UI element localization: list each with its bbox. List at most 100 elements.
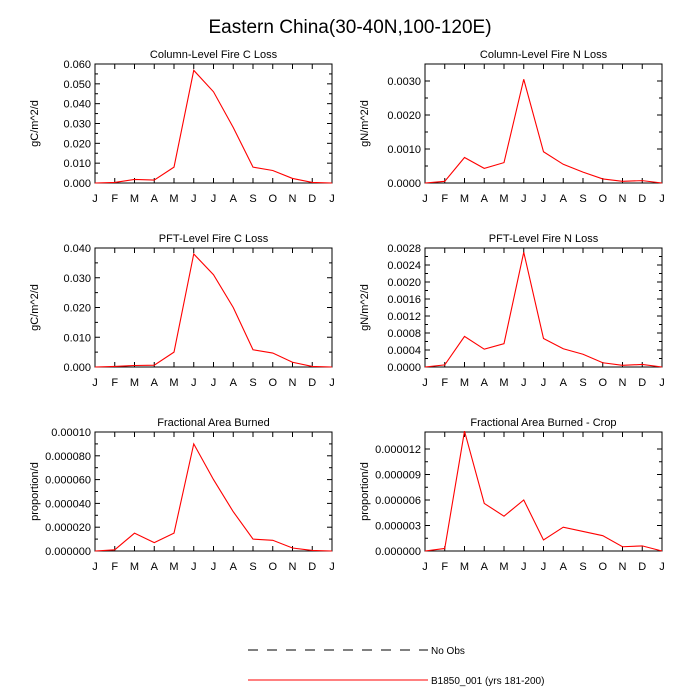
x-tick-label: O bbox=[268, 377, 277, 389]
x-tick-label: A bbox=[560, 193, 568, 205]
x-tick-label: S bbox=[579, 561, 586, 573]
x-tick-label: O bbox=[268, 561, 277, 573]
y-tick-label: 0.0012 bbox=[387, 311, 421, 323]
legend-label-model: B1850_001 (yrs 181-200) bbox=[431, 676, 544, 687]
x-tick-label: F bbox=[441, 561, 448, 573]
x-tick-label: F bbox=[111, 193, 118, 205]
x-tick-label: J bbox=[329, 193, 335, 205]
x-tick-label: D bbox=[638, 561, 646, 573]
y-tick-label: 0.010 bbox=[63, 158, 91, 170]
y-tick-label: 0.000012 bbox=[375, 444, 421, 456]
y-tick-label: 0.030 bbox=[63, 119, 91, 131]
y-tick-label: 0.0020 bbox=[387, 277, 421, 289]
y-tick-label: 0.00010 bbox=[51, 427, 91, 439]
x-tick-label: N bbox=[619, 193, 627, 205]
y-tick-label: 0.0020 bbox=[387, 110, 421, 122]
y-tick-label: 0.040 bbox=[63, 243, 91, 255]
x-tick-label: O bbox=[598, 561, 607, 573]
x-tick-label: A bbox=[230, 193, 238, 205]
series-line bbox=[424, 252, 663, 368]
x-tick-label: D bbox=[638, 193, 646, 205]
y-tick-label: 0.0024 bbox=[387, 260, 421, 272]
x-tick-label: M bbox=[169, 193, 178, 205]
y-tick-label: 0.000 bbox=[63, 362, 91, 374]
plot-frame bbox=[424, 247, 663, 368]
x-tick-label: D bbox=[308, 561, 316, 573]
x-tick-label: O bbox=[598, 377, 607, 389]
x-tick-label: J bbox=[422, 561, 428, 573]
figure-title: Eastern China(30-40N,100-120E) bbox=[208, 17, 491, 38]
x-tick-label: J bbox=[422, 377, 428, 389]
x-tick-label: F bbox=[441, 193, 448, 205]
legend-label-no-obs: No Obs bbox=[431, 646, 465, 657]
y-tick-label: 0.020 bbox=[63, 303, 91, 315]
y-tick-label: 0.000006 bbox=[375, 495, 421, 507]
x-tick-label: J bbox=[541, 377, 547, 389]
x-tick-label: M bbox=[499, 561, 508, 573]
x-tick-label: J bbox=[422, 193, 428, 205]
chart-title: Fractional Area Burned bbox=[157, 417, 270, 429]
x-tick-label: F bbox=[111, 377, 118, 389]
y-axis-label: proportion/d bbox=[29, 462, 41, 521]
y-axis-label: gC/m^2/d bbox=[29, 100, 41, 147]
x-tick-label: O bbox=[598, 193, 607, 205]
y-tick-label: 0.0000 bbox=[387, 362, 421, 374]
x-tick-label: N bbox=[289, 377, 297, 389]
x-tick-label: A bbox=[151, 193, 159, 205]
series-line bbox=[94, 442, 333, 552]
x-tick-label: A bbox=[481, 377, 489, 389]
y-tick-label: 0.000 bbox=[63, 178, 91, 190]
plot-frame bbox=[424, 63, 663, 184]
x-tick-label: O bbox=[268, 193, 277, 205]
y-tick-label: 0.0000 bbox=[387, 178, 421, 190]
x-tick-label: J bbox=[659, 561, 665, 573]
y-tick-label: 0.050 bbox=[63, 79, 91, 91]
y-tick-label: 0.010 bbox=[63, 332, 91, 344]
x-tick-label: J bbox=[659, 377, 665, 389]
x-tick-label: N bbox=[289, 193, 297, 205]
y-tick-label: 0.000020 bbox=[45, 522, 91, 534]
y-axis-label: gC/m^2/d bbox=[29, 284, 41, 331]
y-tick-label: 0.020 bbox=[63, 138, 91, 150]
x-tick-label: S bbox=[249, 377, 256, 389]
y-axis-label: gN/m^2/d bbox=[359, 284, 371, 331]
legend: No Obs B1850_001 (yrs 181-200) bbox=[248, 646, 544, 687]
x-tick-label: M bbox=[130, 561, 139, 573]
y-tick-label: 0.000080 bbox=[45, 451, 91, 463]
y-tick-label: 0.040 bbox=[63, 99, 91, 111]
x-tick-label: A bbox=[151, 561, 159, 573]
x-tick-label: J bbox=[521, 193, 527, 205]
x-tick-label: M bbox=[460, 561, 469, 573]
x-tick-label: N bbox=[619, 561, 627, 573]
x-tick-label: A bbox=[481, 193, 489, 205]
chart-title: Fractional Area Burned - Crop bbox=[470, 417, 616, 429]
x-tick-label: M bbox=[130, 193, 139, 205]
chart-title: PFT-Level Fire C Loss bbox=[159, 233, 269, 245]
chart-title: Column-Level Fire N Loss bbox=[480, 49, 608, 61]
y-tick-label: 0.0028 bbox=[387, 243, 421, 255]
y-tick-label: 0.000003 bbox=[375, 521, 421, 533]
y-tick-label: 0.0008 bbox=[387, 328, 421, 340]
y-tick-label: 0.000009 bbox=[375, 470, 421, 482]
x-tick-label: D bbox=[308, 193, 316, 205]
x-tick-label: J bbox=[92, 561, 98, 573]
y-tick-label: 0.000040 bbox=[45, 498, 91, 510]
plot-frame bbox=[94, 431, 333, 552]
x-tick-label: J bbox=[329, 377, 335, 389]
y-tick-label: 0.0016 bbox=[387, 294, 421, 306]
x-tick-label: M bbox=[460, 377, 469, 389]
y-tick-label: 0.000060 bbox=[45, 475, 91, 487]
y-axis-label: gN/m^2/d bbox=[359, 100, 371, 147]
x-tick-label: J bbox=[541, 561, 547, 573]
x-tick-label: J bbox=[521, 377, 527, 389]
x-tick-label: A bbox=[560, 561, 568, 573]
x-tick-label: J bbox=[329, 561, 335, 573]
x-tick-label: M bbox=[169, 377, 178, 389]
chart-title: PFT-Level Fire N Loss bbox=[489, 233, 599, 245]
y-axis-label: proportion/d bbox=[359, 462, 371, 521]
x-tick-label: J bbox=[191, 193, 197, 205]
